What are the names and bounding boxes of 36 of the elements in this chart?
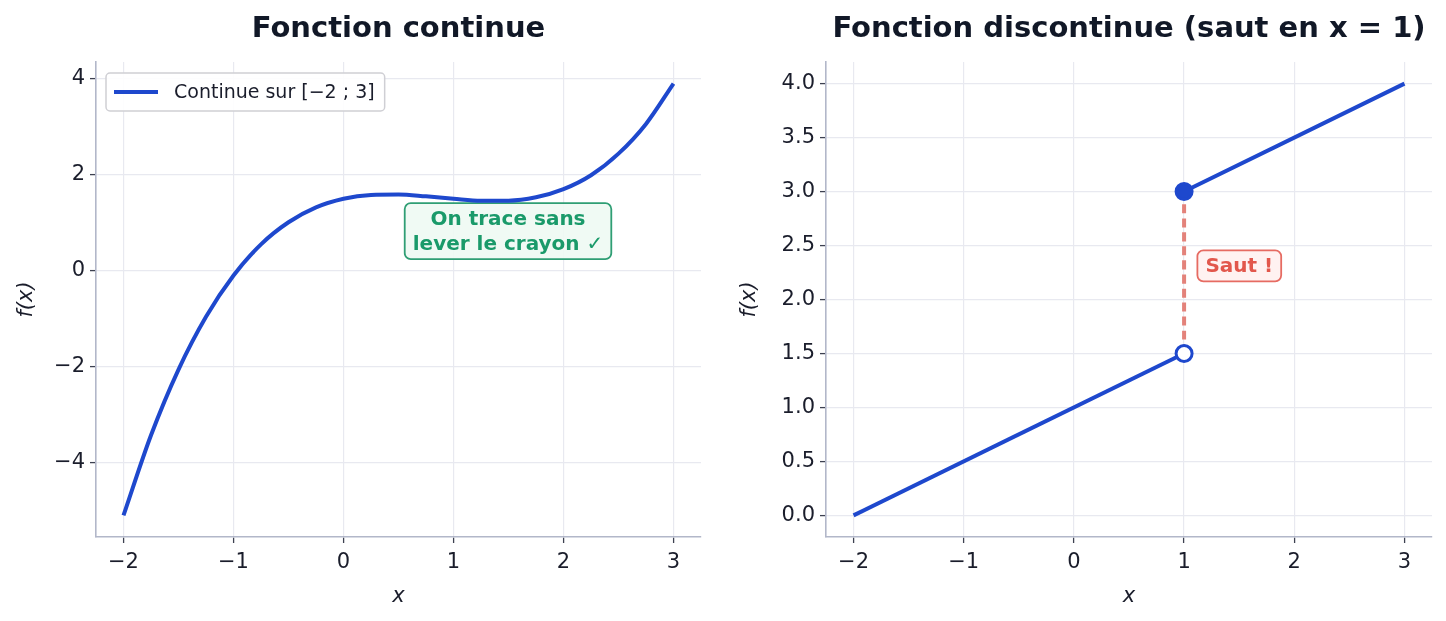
y-tick-label: −2: [54, 353, 85, 378]
y-tick-label: 4: [71, 65, 85, 90]
y-tick-label: 1.0: [781, 393, 815, 418]
chart-title: Fonction discontinue (saut en x = 1): [832, 9, 1426, 44]
y-tick-label: 3.0: [781, 178, 815, 202]
y-tick-label: 2: [71, 161, 85, 186]
x-tick-label: −2: [108, 549, 139, 574]
y-axis-title: f(x): [736, 281, 761, 318]
chart-title: Fonction continue: [251, 9, 546, 44]
y-tick-label: 0.5: [781, 447, 815, 472]
line-series: [121, 81, 676, 518]
y-tick-label: −4: [54, 449, 85, 474]
y-tick-label: 1.5: [781, 339, 815, 364]
y-tick-label: 2.0: [781, 285, 815, 310]
x-tick-label: 1: [446, 549, 461, 574]
x-tick-label: 0: [1067, 549, 1081, 574]
y-tick-label: 3.5: [781, 124, 815, 149]
x-tick-label: 2: [1287, 549, 1301, 574]
x-tick-label: 3: [1397, 549, 1412, 574]
y-axis-title: f(x): [13, 281, 38, 318]
x-tick-label: −1: [948, 549, 980, 574]
x-axis-title: x: [1121, 582, 1136, 607]
x-tick-label: 3: [666, 549, 681, 574]
x-tick-label: 0: [336, 549, 351, 574]
x-tick-label: −1: [218, 549, 249, 574]
x-tick-label: 1: [1177, 549, 1191, 574]
y-tick-label: 4.0: [781, 70, 815, 95]
legend-label: Continue sur [−2 ; 3]: [174, 79, 375, 102]
x-axis-title: x: [391, 582, 406, 607]
annotation: Saut !: [1205, 252, 1274, 277]
y-tick-label: 0.0: [781, 501, 815, 526]
x-tick-label: −2: [838, 549, 870, 574]
annotation: On trace sans lever le crayon ✓: [412, 205, 604, 255]
x-tick-label: 2: [556, 549, 571, 574]
y-tick-label: 2.5: [781, 231, 815, 256]
y-tick-label: 0: [71, 257, 85, 282]
